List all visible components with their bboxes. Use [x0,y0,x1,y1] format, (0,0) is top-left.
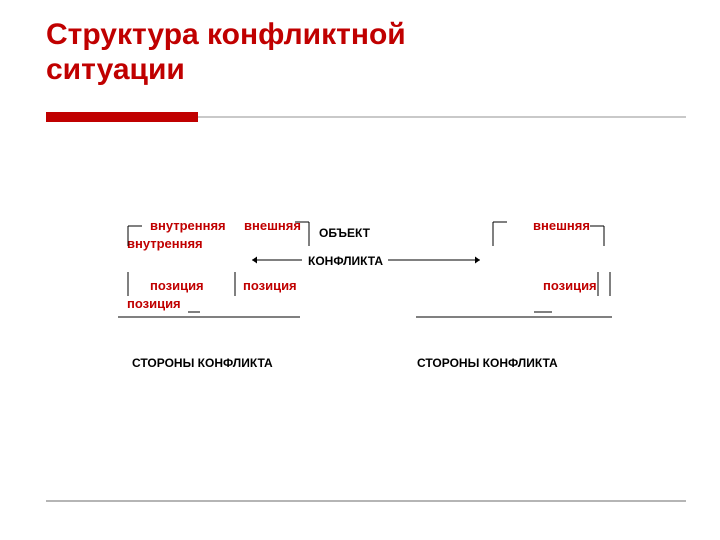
label-position-wrap: позиция [127,296,181,311]
slide-root: Структура конфликтнойситуации внутренняя… [0,0,720,540]
label-sides-right: СТОРОНЫ КОНФЛИКТА [417,356,558,370]
label-sides-left: СТОРОНЫ КОНФЛИКТА [132,356,273,370]
slide-title: Структура конфликтнойситуации [46,18,406,87]
label-inner-left: внутренняя [150,218,226,233]
label-outer-right: внешняя [533,218,590,233]
title-underline [46,112,686,122]
label-object-conflict: КОНФЛИКТА [308,254,383,268]
label-object: ОБЪЕКТ [319,226,370,240]
title-underline-gray [198,116,686,118]
label-outer-left: внешняя [244,218,301,233]
slide-title-text: Структура конфликтнойситуации [46,18,406,86]
title-underline-red [46,112,198,122]
label-position-2: позиция [243,278,297,293]
label-inner-wrap: внутренняя [127,236,203,251]
bottom-divider [46,500,686,502]
label-position-1: позиция [150,278,204,293]
label-position-3: позиция [543,278,597,293]
